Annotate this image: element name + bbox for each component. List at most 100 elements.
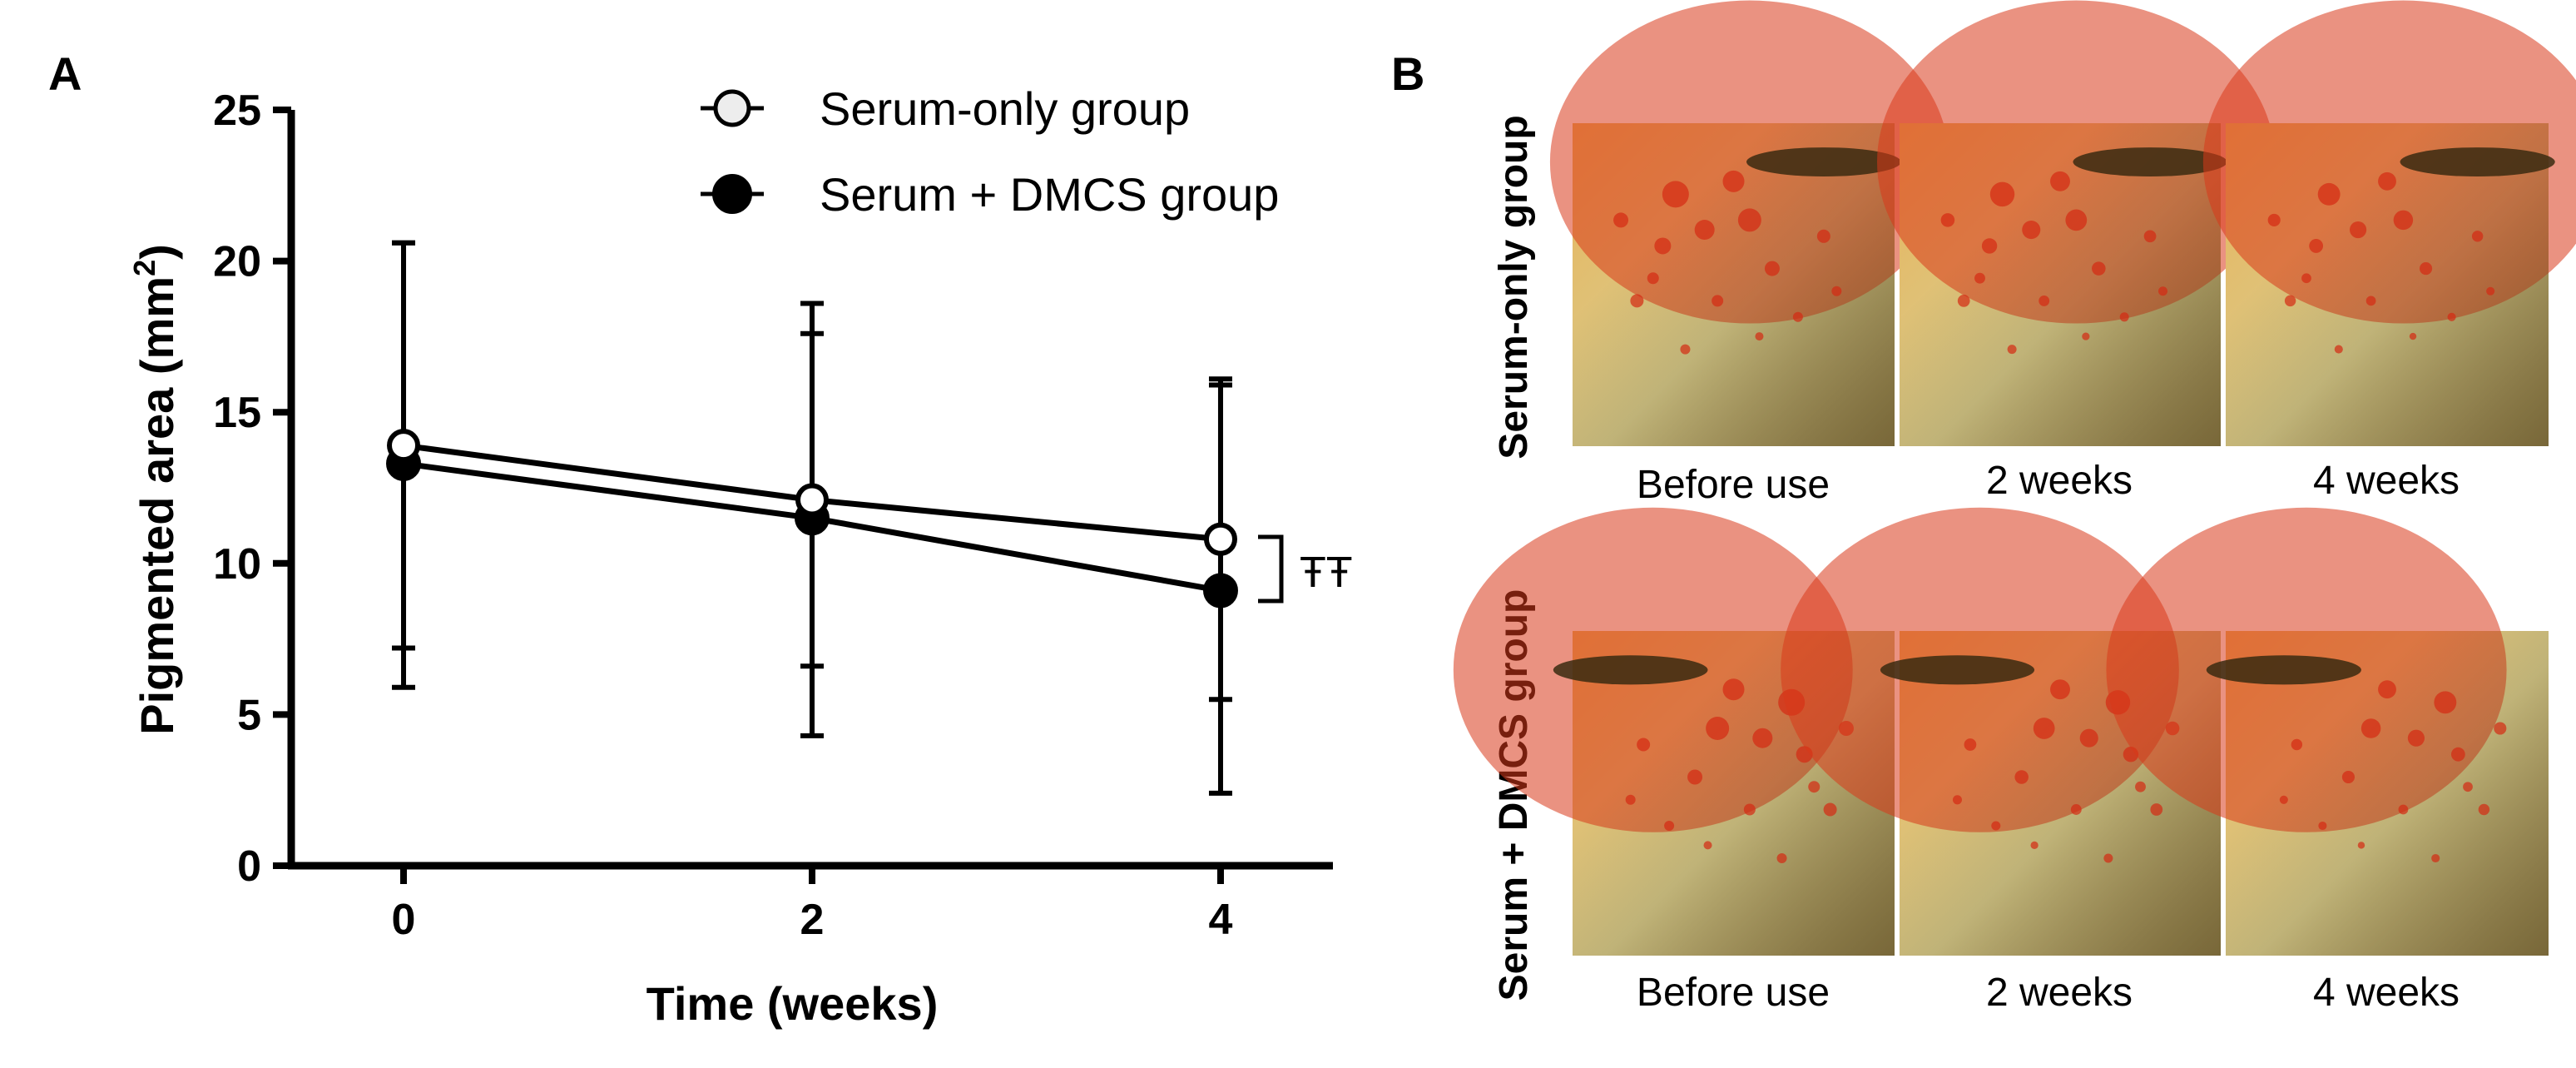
pigment-spot-14: [1952, 795, 1962, 805]
pigment-spot-0: [1662, 181, 1689, 208]
pigment-spot-10: [1964, 738, 1977, 751]
y-axis-title-sup: 2: [127, 260, 161, 276]
pigment-spot-5: [2150, 803, 2163, 816]
pigment-spot-12: [1647, 272, 1659, 285]
eye-lashline: [1880, 655, 2035, 685]
caption-row1-4weeks: 4 weeks: [2313, 459, 2460, 503]
legend: Serum-only group Serum + DMCS group: [701, 82, 1279, 221]
pigmented-area-line-chart: 0 5 10 15 20 25 0 2 4 Time (weeks) Pigmented ar…: [127, 82, 1353, 1030]
pigment-spot-1: [2022, 221, 2041, 240]
row-label-serum-only: Serum-only group: [1492, 115, 1536, 459]
pigment-spot-3: [2361, 718, 2381, 738]
photo-r2-c3: [2106, 507, 2549, 956]
y-tick-label-3: 15: [213, 389, 261, 437]
legend-label-serum-only: Serum-only group: [820, 82, 1190, 135]
pigment-spot-12: [1974, 272, 1985, 284]
eye-lashline: [1553, 655, 1708, 685]
pigment-spot-5: [2284, 295, 2296, 307]
pigment-spot-8: [2431, 853, 2440, 863]
caption-row2-2weeks: 2 weeks: [1986, 971, 2133, 1015]
pigment-spot-2: [2450, 747, 2465, 762]
pigment-spot-9: [2494, 722, 2507, 735]
pigment-spot-7: [1991, 821, 2001, 831]
pigment-spot-12: [2463, 782, 2473, 792]
photo-r1-c1: [1549, 0, 1949, 446]
eye-lashline: [1746, 147, 1901, 177]
photo-r1-c3: [2202, 0, 2576, 446]
y-axis-title: Pigmented area (mm2): [127, 244, 183, 735]
x-tick-label-2: 4: [1209, 896, 1233, 944]
pigment-spot-2: [1981, 238, 1998, 254]
y-ticks: 0 5 10 15 20 25: [213, 87, 291, 891]
pigment-spot-12: [1808, 781, 1821, 793]
pigment-spot-8: [2007, 345, 2017, 355]
x-axis-title: Time (weeks): [646, 977, 939, 1030]
x-ticks: 0 2 4: [392, 866, 1233, 944]
pigment-spot-3: [1706, 717, 1730, 740]
pigment-spot-6: [2039, 295, 2050, 306]
photo-r2-c1: [1453, 507, 1895, 956]
pigment-spot-7: [1792, 311, 1803, 322]
data-markers: [386, 429, 1238, 609]
pigment-spot-4: [2341, 770, 2355, 784]
x-tick-label-1: 2: [800, 896, 825, 944]
pigment-spot-1: [2407, 729, 2425, 747]
pigment-spot-14: [1831, 286, 1842, 296]
significance-annotation: ŦŦ: [1300, 549, 1353, 597]
pigment-spot-4: [2092, 261, 2106, 276]
pigment-spot-13: [2082, 332, 2090, 340]
pigment-spot-11: [2050, 679, 2070, 700]
legend-marker-filled-circle: [712, 174, 752, 214]
caption-row2-before: Before use: [1637, 971, 1830, 1015]
pigment-spot-6: [2398, 804, 2409, 815]
pigment-spot-2: [1654, 237, 1672, 255]
pigment-spot-8: [1680, 344, 1691, 355]
pigment-spot-8: [1776, 853, 1787, 863]
y-tick-label-5: 25: [213, 87, 261, 135]
pigment-spot-12: [2301, 273, 2311, 284]
photo-grid: [1453, 0, 2576, 956]
x-tick-label-0: 0: [392, 896, 416, 944]
pigment-spot-11: [2378, 680, 2396, 699]
pigment-spot-14: [2486, 286, 2495, 296]
pigment-spot-7: [2318, 821, 2327, 831]
pigment-spot-10: [1637, 738, 1651, 752]
pigment-spot-11: [1722, 170, 1745, 192]
pigment-spot-11: [1722, 678, 1745, 701]
y-tick-label-4: 20: [213, 238, 261, 286]
caption-row2-4weeks: 4 weeks: [2313, 971, 2460, 1015]
caption-row1-2weeks: 2 weeks: [1986, 459, 2133, 503]
pigment-spot-10: [2471, 231, 2484, 242]
data-point-s0-p0: [387, 429, 421, 463]
pigment-spot-11: [2378, 171, 2396, 191]
pigment-spot-3: [2033, 718, 2055, 739]
pigment-spot-3: [2393, 210, 2414, 231]
panel-a-label: A: [48, 47, 82, 100]
pigment-spot-3: [1737, 208, 1761, 232]
pigment-spot-8: [2334, 345, 2343, 354]
pigment-spot-14: [2158, 286, 2168, 296]
pigment-spot-10: [2143, 230, 2157, 243]
pigment-spot-5: [1630, 294, 1644, 308]
pigment-spot-10: [1816, 229, 1830, 243]
eye-lashline: [2073, 147, 2227, 177]
legend-marker-open-circle: [713, 89, 751, 127]
photo-r1-c2: [1876, 0, 2276, 446]
pigment-spot-11: [2050, 171, 2070, 191]
pigment-spot-7: [2119, 312, 2129, 322]
pigment-spot-2: [2309, 239, 2324, 253]
pigment-spot-7: [2447, 312, 2456, 321]
eye-lashline: [2206, 655, 2361, 685]
pigment-spot-9: [1940, 213, 1955, 227]
pigment-spot-0: [2434, 691, 2457, 714]
pigment-spot-6: [1743, 803, 1756, 816]
pigment-spot-13: [2357, 842, 2365, 849]
pigment-spot-13: [1755, 332, 1764, 341]
y-tick-label-1: 5: [237, 691, 261, 739]
pigment-spot-6: [2365, 296, 2376, 306]
pigment-spot-10: [2291, 738, 2303, 751]
pigment-spot-14: [2279, 795, 2288, 804]
pigment-spot-12: [2135, 781, 2146, 792]
pigment-spot-0: [2317, 182, 2341, 206]
